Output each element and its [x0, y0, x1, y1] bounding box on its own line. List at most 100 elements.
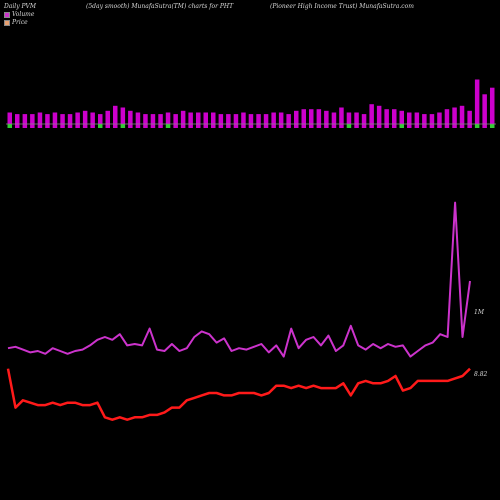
volume-bar-up-stub [218, 124, 224, 128]
volume-bar [196, 112, 201, 124]
volume-bar [150, 114, 156, 124]
volume-bar [392, 109, 397, 124]
volume-bar-up-stub [60, 124, 65, 128]
volume-bar-down-stub [98, 124, 103, 128]
volume-bar [135, 112, 141, 124]
volume-bar-up-stub [331, 124, 337, 128]
volume-bar [294, 110, 299, 124]
volume-bar-up-stub [233, 124, 239, 128]
volume-bar-up-stub [150, 124, 156, 128]
volume-bar [98, 114, 103, 124]
volume-bar-up-stub [369, 124, 374, 128]
legend-volume-swatch [4, 11, 10, 18]
volume-bar-up-stub [37, 124, 43, 128]
volume-bar-up-stub [105, 124, 110, 128]
volume-bar-up-stub [414, 124, 420, 128]
volume-bar [361, 114, 367, 124]
volume-bar-up-stub [158, 124, 163, 128]
volume-bar [331, 112, 337, 124]
volume-bar [278, 112, 284, 124]
volume-bar [407, 112, 412, 124]
volume-bar [52, 112, 58, 124]
volume-bar-up-stub [196, 124, 201, 128]
volume-bar-up-stub [128, 124, 133, 128]
volume-bar [188, 112, 193, 124]
volume-bar-up-stub [316, 124, 322, 128]
volume-tick-label: 1M [474, 309, 485, 316]
volume-bar [316, 109, 322, 124]
volume-bar-up-stub [52, 124, 58, 128]
volume-series-line [7, 201, 471, 358]
volume-bar-up-stub [444, 124, 450, 128]
volume-bar [203, 112, 208, 124]
volume-bar-up-stub [392, 124, 397, 128]
volume-bar-up-stub [256, 124, 261, 128]
volume-bar-up-stub [15, 124, 20, 128]
volume-bar [263, 114, 269, 124]
volume-bar [474, 79, 480, 124]
volume-bar [256, 114, 261, 124]
volume-bar [120, 107, 126, 124]
volume-bars [7, 79, 495, 128]
volume-bar [233, 114, 239, 124]
volume-bar-up-stub [459, 124, 465, 128]
volume-bar [414, 112, 420, 124]
volume-bar [226, 114, 231, 124]
volume-bar [324, 110, 329, 124]
legend-price-label: Price [12, 19, 28, 26]
volume-bar-up-stub [173, 124, 178, 128]
volume-bar [271, 112, 276, 124]
legend-price-swatch [4, 19, 10, 26]
volume-bar-up-stub [324, 124, 329, 128]
chart-header-center-right: (Pioneer High Income Trust) MunafaSutra.… [270, 3, 414, 10]
volume-bar-down-stub [474, 124, 480, 128]
volume-bar-up-stub [278, 124, 284, 128]
volume-bar-up-stub [143, 124, 148, 128]
volume-bar-up-stub [248, 124, 254, 128]
volume-bar-up-stub [407, 124, 412, 128]
volume-bar-up-stub [429, 124, 435, 128]
volume-bar [399, 110, 404, 124]
volume-bar-up-stub [203, 124, 208, 128]
volume-bar-up-stub [286, 124, 291, 128]
volume-bar [211, 112, 216, 124]
volume-bar-up-stub [241, 124, 246, 128]
volume-bar [286, 114, 291, 124]
volume-bar-down-stub [490, 124, 495, 128]
volume-bar [482, 94, 487, 124]
volume-bar-down-stub [120, 124, 126, 128]
volume-bar [452, 107, 457, 124]
volume-bar [37, 112, 43, 124]
volume-bar-up-stub [22, 124, 28, 128]
price-series-line [6, 367, 471, 421]
volume-bar-up-stub [90, 124, 95, 128]
volume-bar [180, 110, 186, 124]
chart-header-left: Daily PVM [4, 3, 37, 10]
legend-volume: Volume [4, 11, 34, 18]
volume-bar [15, 114, 20, 124]
volume-bar [218, 114, 224, 124]
volume-bar-down-stub [7, 124, 12, 128]
volume-bar [143, 114, 148, 124]
volume-bar-up-stub [211, 124, 216, 128]
volume-bar-up-stub [339, 124, 344, 128]
volume-bar [82, 110, 88, 124]
volume-bar [30, 114, 35, 124]
volume-bar-up-stub [354, 124, 359, 128]
price-tick-label: 8.82 [474, 371, 488, 378]
volume-bar-up-stub [437, 124, 442, 128]
volume-bar [113, 105, 118, 124]
volume-bar [105, 110, 110, 124]
volume-bar [301, 109, 306, 124]
volume-bar [158, 114, 163, 124]
volume-bar [490, 87, 495, 124]
legend-price: Price [4, 19, 28, 26]
volume-bar-up-stub [361, 124, 367, 128]
volume-bar-up-stub [263, 124, 269, 128]
volume-bar [241, 112, 246, 124]
volume-bar [248, 114, 254, 124]
volume-bar-up-stub [226, 124, 231, 128]
volume-bar-up-stub [45, 124, 50, 128]
volume-bar [22, 114, 28, 124]
volume-bar-up-stub [301, 124, 306, 128]
